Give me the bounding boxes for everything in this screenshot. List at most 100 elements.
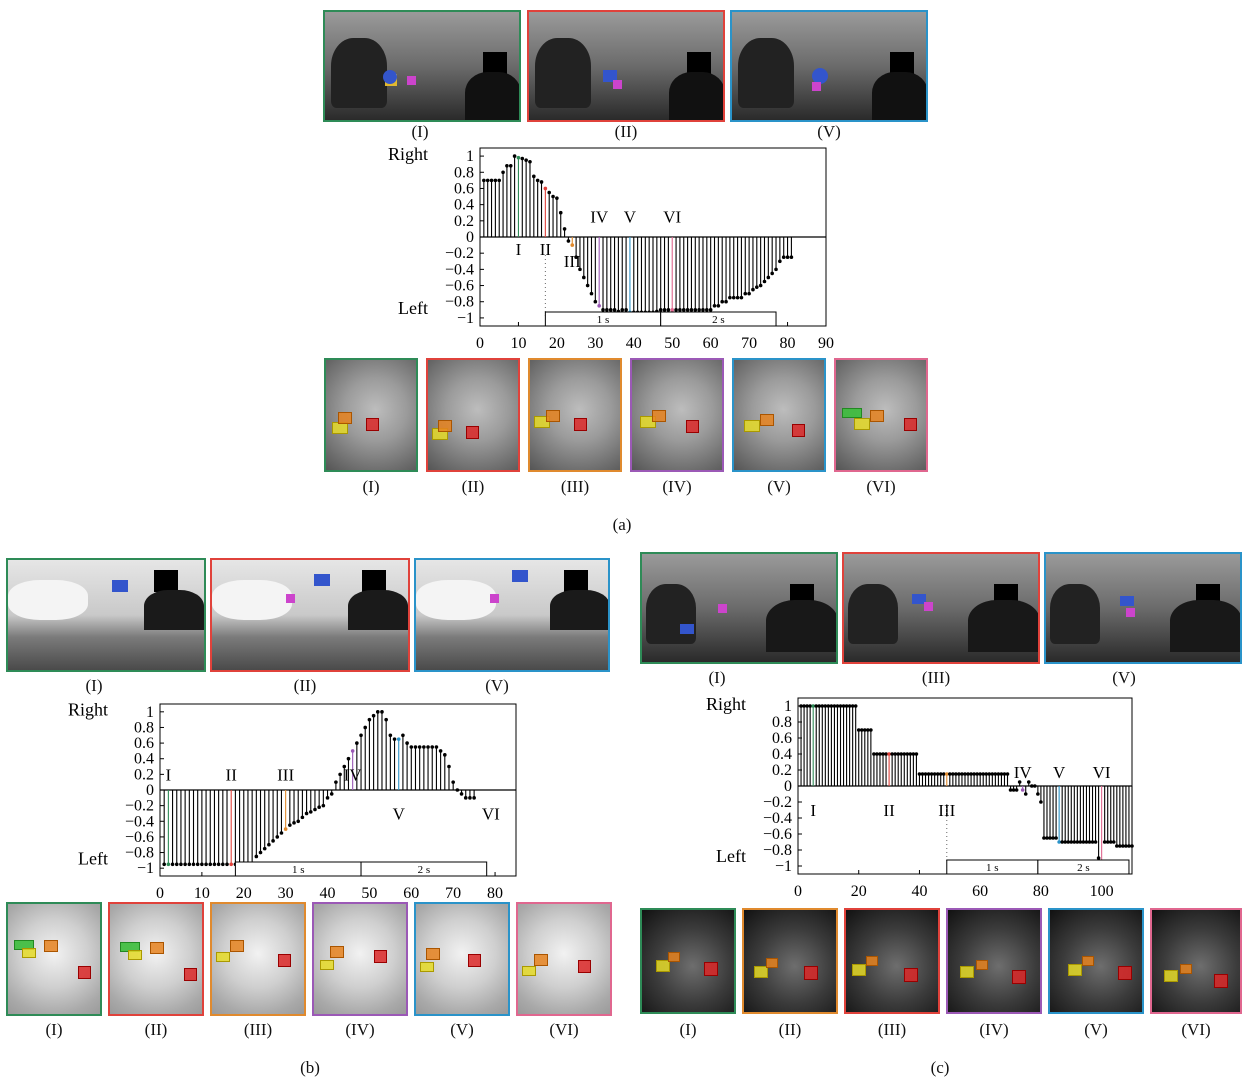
y-tick-label: 0.6: [454, 180, 474, 197]
event-label: II: [226, 766, 238, 785]
stem-point: [279, 831, 284, 835]
stem-point: [574, 255, 578, 260]
y-tick-label: −0.4: [445, 261, 474, 278]
stem-point: [355, 741, 359, 745]
a-face-1: [324, 358, 418, 472]
b-bottom-caption-6: (VI): [549, 1020, 579, 1039]
scale-bar-label: 2 s: [418, 864, 431, 876]
stem-chart-a: 10.80.60.40.20−0.2−0.4−0.6−0.8−10 10 20 30 4…: [388, 144, 834, 352]
c-face-5: [1048, 908, 1144, 1014]
event-label: III: [938, 801, 955, 820]
x-tick-label: 100: [1090, 883, 1114, 898]
y-tick-label: 0.2: [454, 213, 474, 230]
a-scene-photo-1: [323, 10, 521, 122]
event-label: II: [540, 240, 552, 259]
x-tick-label: 50: [664, 335, 680, 352]
stem-point: [938, 772, 943, 776]
stem-point: [890, 752, 894, 756]
stem-point: [384, 717, 388, 722]
stem-point: [593, 299, 598, 304]
stem-point: [438, 749, 443, 753]
stem-point: [1072, 840, 1077, 844]
c-bottom-caption-4: (IV): [979, 1020, 1009, 1039]
b-bottom-caption-2: (II): [144, 1020, 168, 1039]
stem-point: [350, 749, 355, 753]
y-tick-label: −0.2: [445, 245, 474, 262]
stem-point: [872, 752, 876, 756]
event-label: V: [624, 207, 637, 226]
stem-point: [1042, 836, 1046, 840]
stem-point: [208, 862, 213, 867]
stem-point: [866, 728, 870, 732]
stem-point: [1008, 788, 1013, 792]
stem-point: [624, 308, 628, 312]
stem-point: [597, 303, 601, 308]
b-top-caption-2: (II): [293, 676, 317, 695]
stem-point: [926, 772, 931, 776]
y-label-right: Right: [68, 700, 108, 720]
stem-point: [781, 255, 786, 260]
stem-point: [899, 752, 904, 756]
stem-point: [1124, 844, 1128, 848]
panel-label-b: (b): [300, 1058, 320, 1077]
stem-point: [932, 772, 937, 776]
stem-point: [905, 752, 910, 756]
stem-point: [838, 704, 843, 708]
stem-point: [712, 303, 717, 308]
stem-point: [743, 291, 748, 296]
stem-point: [275, 835, 280, 839]
y-tick-label: 0.4: [134, 751, 154, 768]
stem-point: [468, 796, 472, 800]
stem-point: [948, 772, 952, 776]
stem-point: [1093, 840, 1098, 844]
x-tick-label: 40: [626, 335, 642, 352]
y-tick-label: 0.8: [454, 164, 474, 181]
stem-point: [493, 178, 498, 183]
stem-point: [200, 862, 204, 867]
stem-chart-b: 10.80.60.40.20−0.2−0.4−0.6−0.8−10 10 20 30 4…: [68, 700, 517, 902]
scale-bar-label: 1 s: [597, 314, 610, 326]
stem-point: [670, 308, 675, 312]
stem-point: [338, 772, 342, 777]
x-tick-label: 30: [587, 335, 603, 352]
y-tick-label: 0: [146, 782, 154, 799]
stem-point: [1105, 840, 1110, 844]
a-scene-photo-3: [730, 10, 928, 122]
y-tick-label: 0.4: [454, 197, 474, 214]
scale-bar-label: 2 s: [712, 314, 725, 326]
stem-point: [1020, 788, 1025, 792]
stem-point: [166, 862, 171, 867]
stem-point: [835, 704, 840, 708]
x-tick-label: 60: [403, 885, 419, 902]
b-bottom-caption-3: (III): [243, 1020, 273, 1039]
b-face-2: [108, 902, 204, 1016]
a-face-2: [426, 358, 520, 472]
y-label-right: Right: [706, 694, 746, 714]
stem-point: [716, 303, 721, 308]
x-tick-label: 20: [549, 335, 565, 352]
stem-point: [1118, 844, 1122, 848]
stem-point: [693, 308, 698, 312]
event-label: VI: [482, 805, 500, 824]
stem-point: [620, 308, 625, 312]
stem-point: [578, 267, 582, 272]
stem-point: [966, 772, 970, 776]
scale-bar: [360, 861, 488, 877]
x-tick-label: 40: [911, 883, 927, 898]
stem-point: [1030, 784, 1034, 788]
stem-point: [375, 710, 380, 714]
stem-point: [489, 178, 494, 183]
stem-point: [187, 862, 192, 867]
c-scene-photo-2: [842, 552, 1040, 664]
x-tick-label: 0: [156, 885, 164, 902]
stem-point: [258, 850, 263, 855]
c-bottom-caption-3: (III): [877, 1020, 907, 1039]
stem-point: [747, 291, 751, 296]
y-tick-label: −0.8: [445, 294, 474, 311]
stem-point: [271, 839, 275, 843]
stem-point: [811, 704, 815, 708]
event-label: I: [810, 801, 816, 820]
y-tick-label: 0.8: [134, 719, 154, 736]
stem-point: [920, 772, 925, 776]
stem-point: [758, 283, 763, 288]
